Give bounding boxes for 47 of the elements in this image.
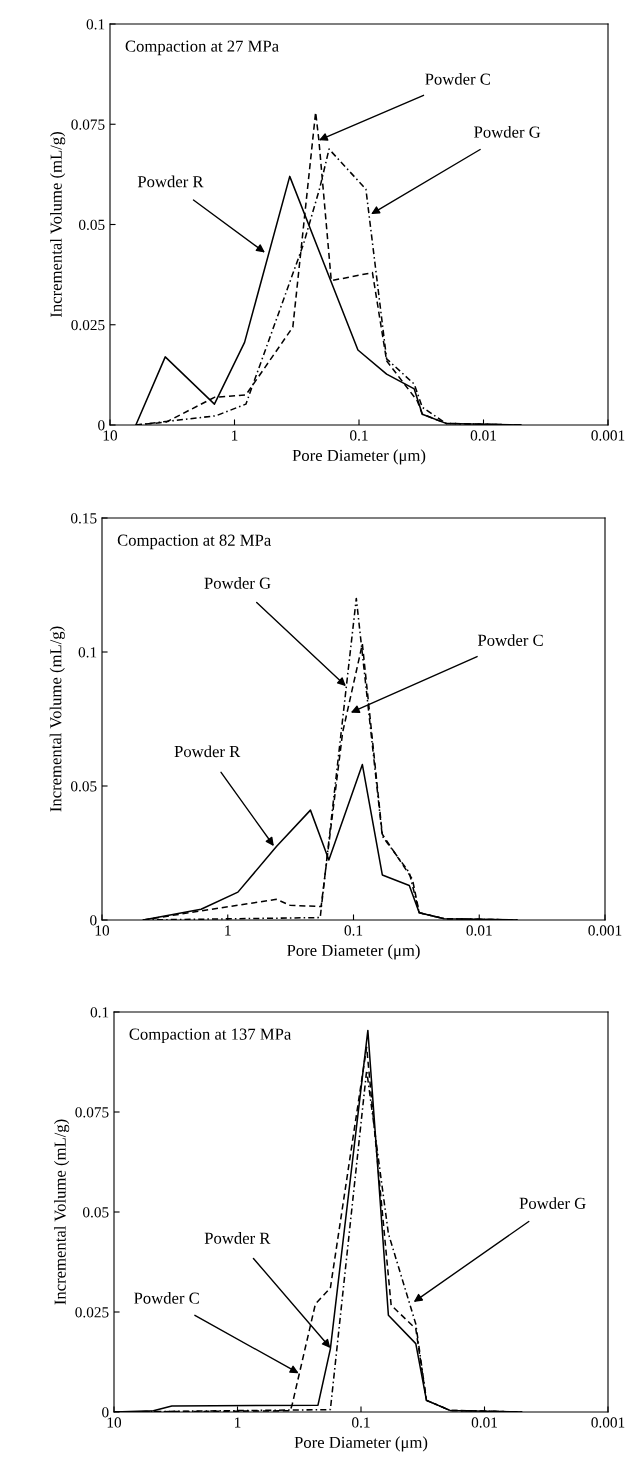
annotation: Powder C bbox=[425, 73, 490, 85]
y-tick-label: 0.1 bbox=[86, 19, 105, 30]
y-tick-label: 0.05 bbox=[70, 781, 97, 792]
y-tick-label: 0.15 bbox=[70, 513, 97, 524]
annotation: Powder G bbox=[474, 125, 541, 138]
x-tick-label: 0.001 bbox=[591, 1417, 625, 1428]
x-tick-label: 10 bbox=[95, 925, 110, 936]
annotation: Powder G bbox=[204, 577, 271, 589]
x-tick-label: 1 bbox=[235, 1417, 241, 1428]
y-axis-title: Incremental Volume (mL/g) bbox=[50, 132, 66, 318]
annotation: Powder C bbox=[134, 1292, 199, 1304]
x-tick-label: 0.001 bbox=[591, 430, 625, 441]
text: Compaction at 137 MPa bbox=[129, 1028, 292, 1044]
x-tick-label: 0.001 bbox=[588, 925, 622, 936]
y-tick-label: 0.075 bbox=[71, 119, 105, 130]
x-axis-title: Pore Diameter (μm) bbox=[292, 449, 426, 465]
x-tick-label: 0.01 bbox=[471, 1417, 497, 1428]
y-tick-label: 0.05 bbox=[82, 1207, 109, 1218]
y-tick-label: 0.075 bbox=[75, 1107, 109, 1118]
y-tick-label: 0 bbox=[98, 420, 105, 431]
x-tick-label: 0.01 bbox=[470, 430, 496, 441]
x-tick-label: 0.01 bbox=[466, 925, 492, 936]
y-tick-label: 0.025 bbox=[75, 1307, 109, 1318]
x-tick-label: 10 bbox=[103, 430, 118, 441]
annotation: Powder G bbox=[519, 1197, 586, 1209]
y-tick-label: 0 bbox=[90, 915, 97, 926]
x-tick-label: 1 bbox=[232, 430, 238, 441]
x-tick-label: 0.1 bbox=[352, 1417, 370, 1428]
x-tick-label: 0.1 bbox=[344, 925, 363, 936]
text: Compaction at 82 MPa bbox=[117, 534, 272, 550]
y-tick-label: 0.1 bbox=[90, 1007, 109, 1018]
y-tick-label: 0 bbox=[102, 1407, 109, 1418]
y-axis-title: Incremental Volume (mL/g) bbox=[54, 1119, 70, 1305]
annotation: Powder R bbox=[174, 745, 241, 758]
x-tick-label: 1 bbox=[225, 925, 231, 936]
x-axis-title: Pore Diameter (μm) bbox=[294, 1436, 428, 1452]
annotation: Powder R bbox=[137, 175, 204, 188]
x-axis-title: Pore Diameter (μm) bbox=[287, 944, 420, 960]
y-tick-label: 0.1 bbox=[78, 647, 97, 658]
x-tick-label: 0.1 bbox=[350, 430, 368, 441]
annotation: Powder R bbox=[204, 1232, 271, 1244]
text: Compaction at 27 MPa bbox=[125, 40, 279, 56]
x-tick-label: 10 bbox=[107, 1417, 122, 1428]
y-axis-title: Incremental Volume (mL/g) bbox=[49, 626, 65, 812]
annotation: Powder C bbox=[477, 634, 543, 646]
y-tick-label: 0.05 bbox=[78, 219, 105, 231]
y-tick-label: 0.025 bbox=[71, 319, 105, 331]
